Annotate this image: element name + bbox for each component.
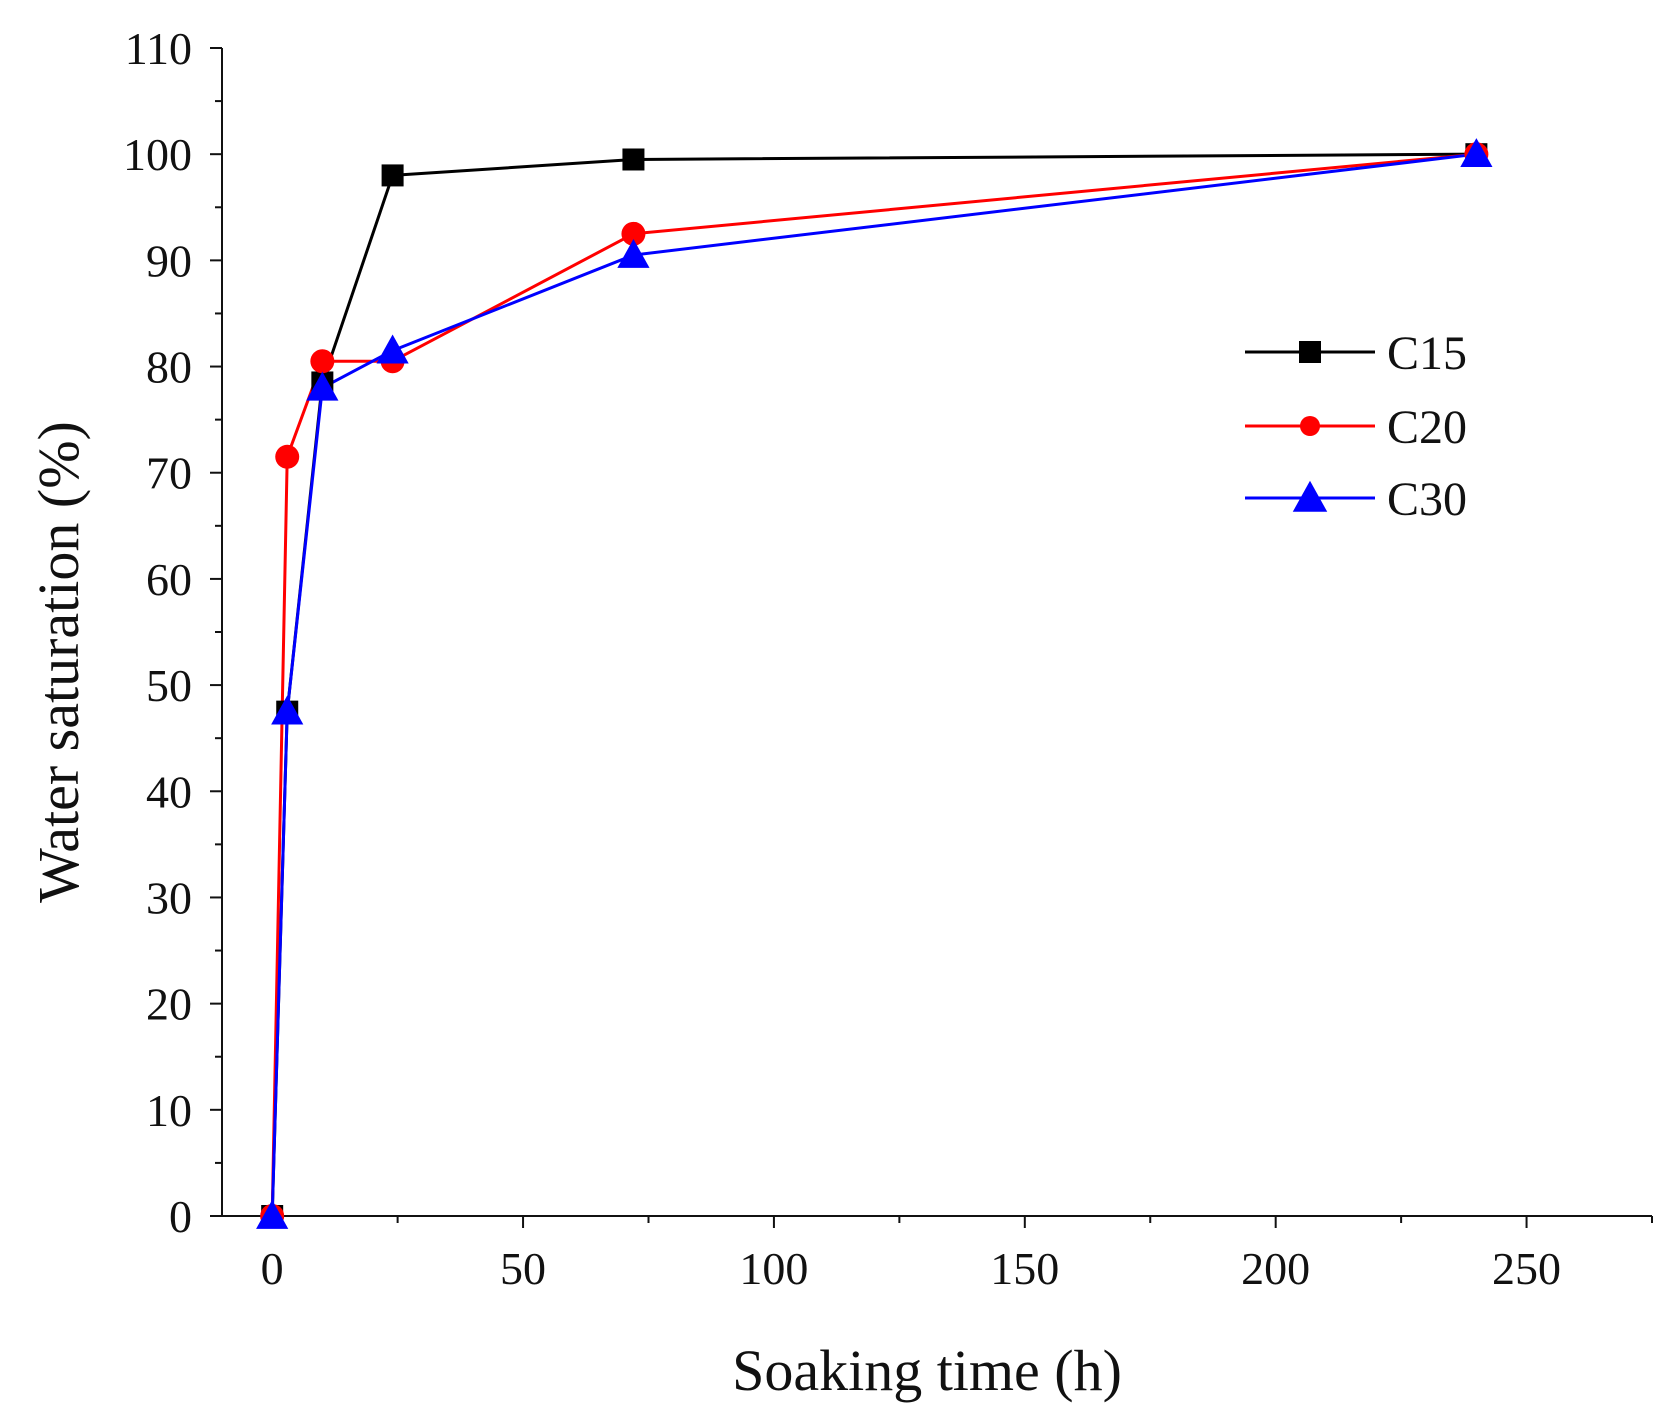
data-point-c15 xyxy=(381,164,404,187)
x-tick-label: 100 xyxy=(739,1243,808,1294)
x-tick-label: 0 xyxy=(261,1243,284,1294)
x-tick-label: 250 xyxy=(1492,1243,1561,1294)
legend-marker-c30 xyxy=(1292,480,1328,512)
x-tick-label: 150 xyxy=(990,1243,1059,1294)
y-tick-label: 100 xyxy=(123,129,192,180)
y-tick-label: 80 xyxy=(146,342,192,393)
y-ticks: 0 10 20 30 40 50 60 70 80 90 100 110 xyxy=(123,23,222,1242)
y-tick-label: 50 xyxy=(146,660,192,711)
y-axis-title: Water saturation (%) xyxy=(26,421,91,903)
series-line-c15 xyxy=(270,152,1477,1217)
y-tick-label: 0 xyxy=(169,1191,192,1242)
data-point-c30 xyxy=(1460,138,1493,168)
y-tick-label: 110 xyxy=(125,23,192,74)
y-tick-label: 40 xyxy=(146,766,192,817)
legend-label-c30: C30 xyxy=(1387,473,1467,526)
x-tick-label: 200 xyxy=(1241,1243,1310,1294)
y-tick-label: 90 xyxy=(146,235,192,286)
data-point-c30 xyxy=(256,1199,289,1229)
y-tick-label: 30 xyxy=(146,872,192,923)
y-tick-label: 10 xyxy=(146,1085,192,1136)
series-markers xyxy=(256,138,1493,1229)
data-point-c30 xyxy=(306,371,339,401)
data-point-c20 xyxy=(310,349,335,374)
series-line-c20 xyxy=(270,152,1477,1217)
data-point-c20 xyxy=(621,221,646,246)
data-point-c30 xyxy=(271,695,304,725)
legend-marker-c15 xyxy=(1299,341,1321,363)
y-tick-label: 60 xyxy=(146,554,192,605)
series-lines xyxy=(270,152,1477,1217)
data-point-c20 xyxy=(275,444,300,469)
legend: C15 C20 C30 xyxy=(1245,327,1467,526)
y-tick-label: 20 xyxy=(146,979,192,1030)
series-line-c30 xyxy=(270,152,1477,1217)
data-point-c30 xyxy=(617,238,650,268)
y-tick-label: 70 xyxy=(146,448,192,499)
legend-label-c15: C15 xyxy=(1387,327,1467,380)
x-ticks: 0 50 100 150 200 250 xyxy=(261,1216,1653,1294)
data-point-c30 xyxy=(376,334,409,364)
legend-marker-c20 xyxy=(1300,416,1320,436)
x-tick-label: 50 xyxy=(500,1243,546,1294)
axes: 0 50 100 150 200 250 0 10 20 30 40 50 60 70 80 90 100 11… xyxy=(123,23,1653,1294)
legend-label-c20: C20 xyxy=(1387,401,1467,454)
data-point-c15 xyxy=(622,148,645,171)
x-axis-title: Soaking time (h) xyxy=(732,1338,1122,1403)
